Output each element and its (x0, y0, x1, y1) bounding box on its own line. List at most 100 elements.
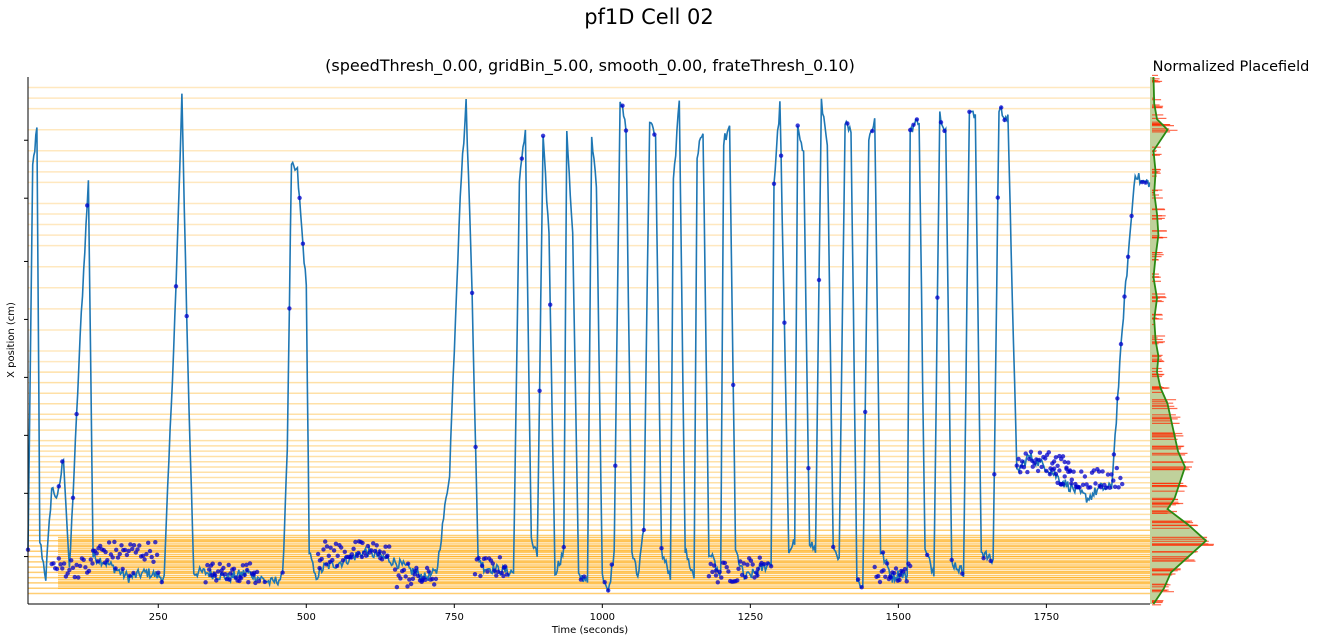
spike-dot (351, 546, 356, 551)
spike-dot (210, 561, 215, 566)
spike-dot (81, 557, 86, 562)
spike-dot (324, 544, 330, 549)
spike-dot (602, 580, 607, 585)
spike-dot (1129, 213, 1134, 219)
spike-dot (713, 568, 719, 573)
x-ticks: 250 500 750 1000 1250 1500 1750 (149, 604, 1059, 623)
spike-dot (203, 580, 208, 585)
spike-dot (1069, 481, 1074, 486)
spike-dot (548, 302, 553, 307)
spike-dot (353, 539, 358, 545)
x-tick-label: 500 (297, 612, 316, 623)
spike-dot (424, 565, 430, 571)
spike-dot (914, 117, 920, 122)
spike-dot (77, 563, 83, 569)
spike-dot (135, 547, 140, 552)
spike-dot (1046, 450, 1052, 455)
spike-dot (652, 132, 657, 137)
spike-dot (476, 555, 481, 561)
spike-dot (1019, 464, 1024, 469)
spike-dot (98, 543, 103, 549)
spike-dot (872, 564, 877, 570)
spike-dot (1107, 485, 1112, 490)
spike-dot (1047, 472, 1053, 477)
spike-dot (1125, 254, 1131, 259)
spike-dot (736, 566, 741, 571)
spike-dot (433, 576, 439, 582)
placefield-layer (1150, 74, 1214, 606)
spike-dot (724, 565, 729, 570)
spike-dot (1035, 468, 1041, 474)
spike-dot (1104, 485, 1109, 490)
spike-dot (1115, 396, 1120, 401)
spike-dot (880, 550, 886, 555)
spike-dot (712, 563, 717, 568)
spike-dot (1088, 485, 1093, 490)
spike-dot (76, 575, 81, 580)
spike-dot (1030, 464, 1036, 469)
spike-dot (719, 575, 724, 580)
spike-dot (184, 313, 189, 319)
spike-dot (1118, 341, 1124, 347)
spike-dot (244, 562, 249, 567)
spike-dot (151, 559, 156, 564)
spike-dot (623, 128, 629, 133)
spike-dot (537, 388, 542, 393)
spike-dot (758, 562, 763, 567)
spike-dot (228, 571, 233, 576)
spike-dot (113, 566, 118, 571)
spike-dot (1100, 469, 1105, 474)
spike-dot (473, 444, 478, 450)
spike-dot (497, 555, 503, 560)
spike-dot (262, 579, 267, 585)
spike-dot (904, 579, 909, 584)
spike-dot (949, 557, 954, 563)
spike-dot (173, 284, 179, 289)
spike-dot (300, 241, 306, 246)
spike-dot (242, 572, 247, 578)
spike-dot (501, 573, 506, 579)
spike-dot (51, 561, 56, 566)
spike-dot (613, 463, 618, 468)
spike-dot (1097, 483, 1102, 488)
spike-dot (56, 556, 61, 561)
spike-dot (144, 551, 149, 557)
spike-dot (119, 543, 124, 548)
spike-dot (1069, 477, 1075, 482)
spike-dot (117, 551, 123, 557)
spike-dot (1109, 472, 1114, 477)
spike-dot (1116, 485, 1121, 490)
spike-dot (227, 577, 232, 582)
spike-dot (495, 569, 501, 574)
spike-dot (877, 579, 883, 585)
spike-dot (207, 567, 212, 572)
spike-dot (356, 550, 361, 556)
spike-dot (387, 544, 392, 549)
x-tick-label: 1250 (738, 612, 763, 623)
placefield-area (1150, 77, 1206, 604)
spike-dot (237, 574, 243, 580)
spike-dot (95, 559, 101, 564)
spike-dot (485, 569, 490, 574)
spike-dot (519, 156, 524, 161)
spike-dot (371, 541, 376, 546)
spike-dot (401, 567, 407, 573)
spike-dot (340, 558, 346, 563)
spike-dot (360, 540, 365, 546)
spike-dot (908, 563, 913, 569)
spike-dot (413, 568, 418, 573)
spike-dot (863, 409, 868, 415)
spike-dot (124, 552, 130, 558)
spike-dot (72, 574, 78, 580)
spike-dot (490, 561, 495, 566)
spike-dot (403, 574, 408, 579)
spike-dot (153, 540, 158, 545)
spike-dot (420, 578, 425, 583)
x-tick-label: 1000 (590, 612, 615, 623)
spike-dot (430, 576, 435, 582)
spike-dot (1014, 463, 1019, 468)
spike-dot (333, 541, 339, 546)
spike-dot (1028, 449, 1034, 454)
spike-dot (54, 566, 60, 572)
spike-dot (1043, 456, 1048, 461)
